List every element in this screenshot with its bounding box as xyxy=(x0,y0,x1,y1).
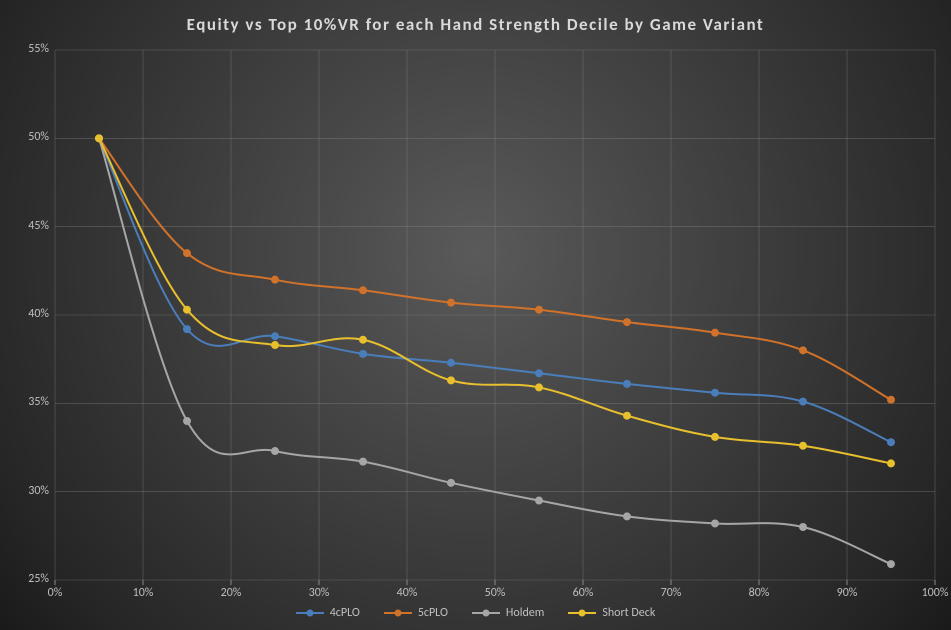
legend-label: Short Deck xyxy=(602,606,655,620)
legend-item-short-deck: Short Deck xyxy=(568,606,655,620)
x-tick-label: 80% xyxy=(744,586,774,600)
legend: 4cPLO 5cPLO Holdem Short Deck xyxy=(0,606,951,620)
y-tick-label: 45% xyxy=(28,219,49,233)
x-tick-label: 30% xyxy=(304,586,334,600)
legend-label: 4cPLO xyxy=(330,606,360,620)
legend-label: 5cPLO xyxy=(418,606,448,620)
y-tick-label: 25% xyxy=(28,572,49,586)
y-tick-label: 55% xyxy=(28,42,49,56)
x-tick-label: 50% xyxy=(480,586,510,600)
x-tick-label: 90% xyxy=(832,586,862,600)
legend-swatch xyxy=(472,608,500,618)
legend-swatch xyxy=(296,608,324,618)
legend-swatch xyxy=(568,608,596,618)
y-tick-label: 40% xyxy=(28,307,49,321)
legend-swatch xyxy=(384,608,412,618)
x-tick-label: 40% xyxy=(392,586,422,600)
equity-chart: Equity vs Top 10%VR for each Hand Streng… xyxy=(0,0,951,630)
y-tick-label: 50% xyxy=(28,130,49,144)
y-tick-label: 30% xyxy=(28,484,49,498)
x-tick-label: 20% xyxy=(216,586,246,600)
x-tick-label: 70% xyxy=(656,586,686,600)
plot-area-svg xyxy=(0,0,951,630)
y-tick-label: 35% xyxy=(28,395,49,409)
legend-label: Holdem xyxy=(506,606,544,620)
legend-item-4cplo: 4cPLO xyxy=(296,606,360,620)
x-tick-label: 60% xyxy=(568,586,598,600)
x-tick-label: 0% xyxy=(40,586,70,600)
x-tick-label: 10% xyxy=(128,586,158,600)
x-tick-label: 100% xyxy=(920,586,950,600)
legend-item-holdem: Holdem xyxy=(472,606,544,620)
legend-item-5cplo: 5cPLO xyxy=(384,606,448,620)
